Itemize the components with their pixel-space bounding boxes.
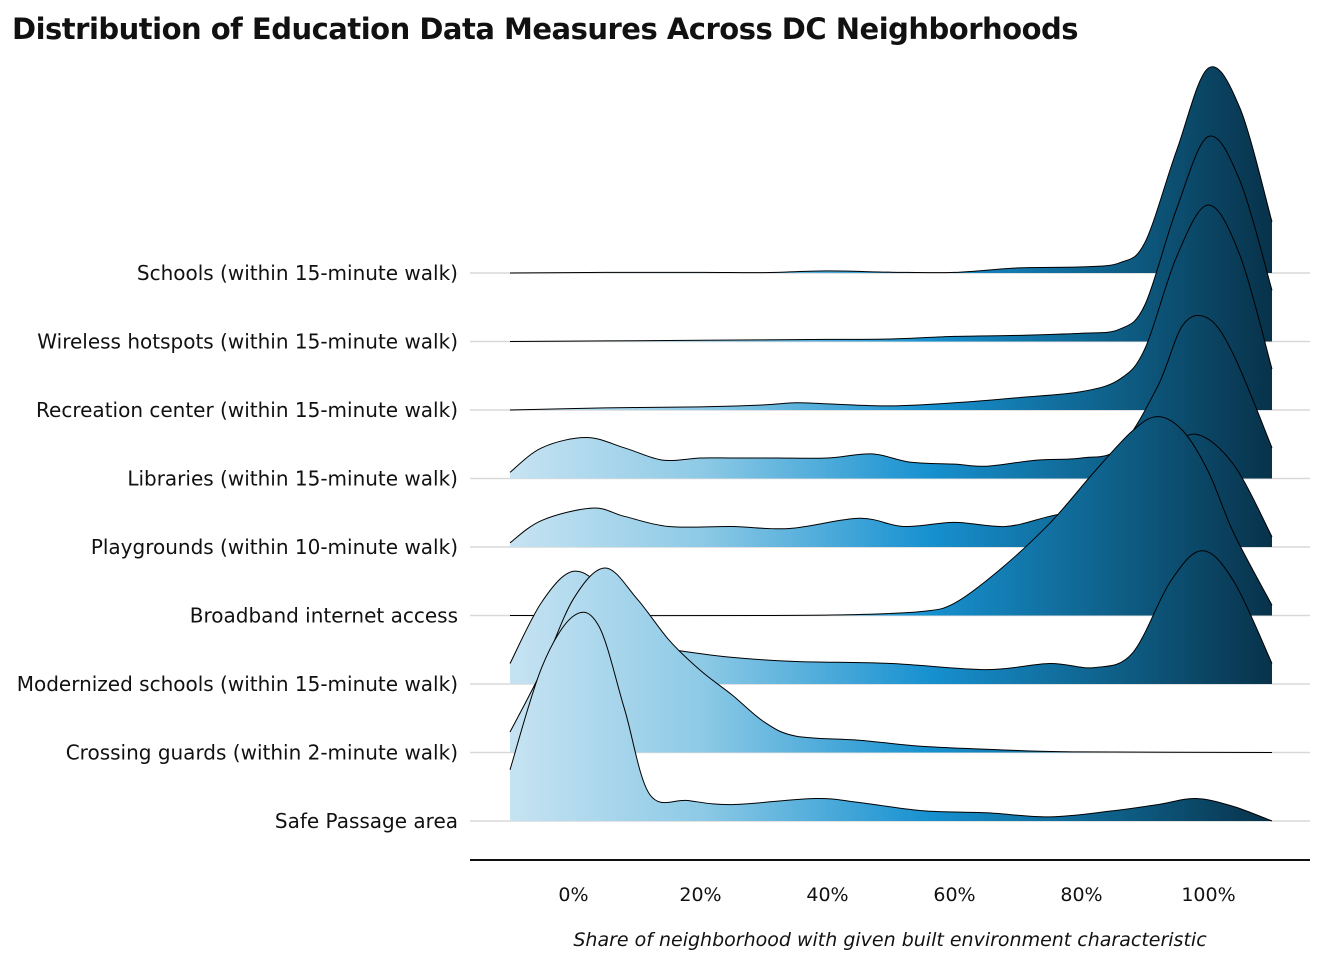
category-label-recreation-center-within-15-minute-walk: Recreation center (within 15-minute walk… <box>36 398 458 422</box>
ridge-outline-recreation-center-within-15-minute-walk <box>509 204 1273 411</box>
ridge-area-crossing-guards-within-2-minute-walk <box>510 568 1272 753</box>
ridge-outline-wireless-hotspots-within-15-minute-walk <box>509 135 1273 342</box>
ridge-outline-broadband-internet-access <box>509 416 1273 617</box>
x-tick-label: 100% <box>1181 884 1235 906</box>
category-label-libraries-within-15-minute-walk: Libraries (within 15-minute walk) <box>127 467 458 491</box>
x-tick-label: 80% <box>1060 884 1102 906</box>
ridge-outline-crossing-guards-within-2-minute-walk <box>509 567 1273 753</box>
density-ridges <box>509 66 1273 822</box>
x-tick-label: 0% <box>558 884 588 906</box>
x-axis-ticks: 0% 20% 40% 60% 80% 100% <box>558 884 1235 906</box>
category-label-broadband-internet-access: Broadband internet access <box>190 604 458 628</box>
ridge-outline-safe-passage-area <box>509 611 1273 822</box>
x-tick-label: 20% <box>679 884 721 906</box>
category-labels: Schools (within 15-minute walk) Wireless … <box>17 261 458 833</box>
ridge-area-broadband-internet-access <box>510 416 1272 616</box>
ridge-area-safe-passage-area <box>510 612 1272 821</box>
category-label-crossing-guards-within-2-minute-walk: Crossing guards (within 2-minute walk) <box>66 741 458 765</box>
chart-title: Distribution of Education Data Measures … <box>12 12 1079 46</box>
ridge-area-schools-within-15-minute-walk <box>510 66 1272 273</box>
x-tick-label: 40% <box>806 884 848 906</box>
x-tick-label: 60% <box>933 884 975 906</box>
category-label-safe-passage-area: Safe Passage area <box>275 809 458 833</box>
category-label-modernized-schools-within-15-minute-walk: Modernized schools (within 15-minute wal… <box>17 672 458 696</box>
category-label-playgrounds-within-10-minute-walk: Playgrounds (within 10-minute walk) <box>91 535 458 559</box>
ridge-outline-libraries-within-15-minute-walk <box>509 314 1273 473</box>
category-label-wireless-hotspots-within-15-minute-walk: Wireless hotspots (within 15-minute walk… <box>37 330 458 354</box>
category-label-schools-within-15-minute-walk: Schools (within 15-minute walk) <box>137 261 458 285</box>
ridge-outline-schools-within-15-minute-walk <box>509 66 1273 274</box>
x-axis-title: Share of neighborhood with given built e… <box>573 929 1207 951</box>
